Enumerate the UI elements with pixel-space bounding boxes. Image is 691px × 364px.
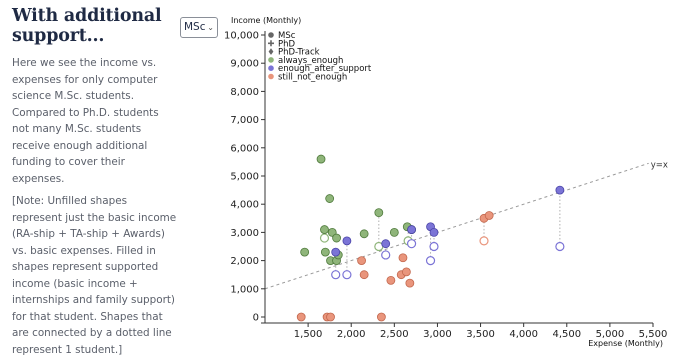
x-tick-label: 3,500 [466, 329, 495, 340]
y-tick-label: 1,000 [230, 284, 259, 295]
data-point-still_not_enough [357, 256, 366, 266]
legend-color-swatch [268, 65, 274, 71]
data-point-still_not_enough [405, 278, 415, 288]
data-point-basic-enough_after_support [425, 256, 436, 266]
x-axis-title: Expense (Monthly) [588, 339, 663, 348]
y-tick-label: 8,000 [230, 87, 259, 98]
y-tick-label: 10,000 [224, 31, 259, 42]
data-point-enough_after_support [407, 225, 416, 234]
data-point-enough_after_support [342, 236, 352, 246]
description-panel: With additional support... Here we see t… [12, 6, 178, 364]
y-tick-label: 6,000 [230, 143, 259, 154]
data-point-basic-always_enough [319, 233, 330, 243]
legend-plus-icon [268, 40, 274, 47]
data-point-still_not_enough [359, 270, 369, 280]
x-tick-label: 4,000 [509, 329, 538, 340]
data-point-always_enough [320, 225, 329, 234]
scatter-chart: y=x 0 1,000 2,000 3,000 4,000 5,000 6,000 7,000 8… [224, 16, 668, 348]
legend-label: still_not_enough [278, 73, 347, 83]
data-point-always_enough [374, 208, 384, 218]
x-tick-label: 2,500 [380, 329, 409, 340]
legend-label: PhD-Track [278, 48, 320, 58]
data-point-always_enough [332, 233, 341, 243]
y-tick-label: 4,000 [230, 200, 259, 211]
data-point-still_not_enough [326, 312, 335, 322]
x-tick-label: 5,500 [639, 329, 668, 340]
data-point-basic-enough_after_support [331, 270, 341, 280]
legend-label: PhD [278, 39, 296, 49]
y-tick-label: 7,000 [230, 115, 259, 126]
data-point-enough_after_support [381, 239, 391, 249]
data-point-always_enough [320, 247, 330, 257]
data-point-basic-enough_after_support [555, 241, 565, 252]
legend-label: enough_after_support [278, 64, 372, 74]
note-paragraph: [Note: Unfilled shapes represent just th… [12, 195, 177, 356]
data-point-enough_after_support [429, 227, 439, 237]
y-axis-title: Income (Monthly) [231, 16, 301, 25]
legend-color-swatch [268, 73, 274, 80]
y-tick-label: 3,000 [230, 228, 259, 239]
data-point-still_not_enough [296, 312, 306, 322]
x-tick-label: 1,500 [294, 329, 323, 340]
data-point-basic-enough_after_support [342, 270, 352, 280]
x-tick-label: 3,000 [423, 329, 452, 340]
y-tick-label: 0 [253, 313, 259, 324]
data-point-enough_after_support [555, 185, 565, 195]
data-point-still_not_enough [386, 275, 396, 285]
chevron-down-icon: ⌄ [207, 23, 214, 32]
data-point-basic-still_not_enough [479, 236, 489, 246]
description-paragraph: Here we see the income vs. expenses for … [12, 57, 159, 185]
degree-select-value: MSc [184, 21, 206, 33]
legend-color-swatch [268, 57, 274, 63]
data-point-basic-enough_after_support [406, 239, 417, 249]
data-point-still_not_enough [402, 267, 411, 277]
x-tick-label: 4,500 [552, 329, 581, 340]
y-tick-label: 5,000 [230, 172, 259, 183]
legend-circle-icon [268, 32, 274, 38]
data-point-basic-enough_after_support [381, 250, 391, 260]
degree-select[interactable]: MSc ⌄ [180, 17, 218, 38]
legend-label: always_enough [278, 56, 343, 66]
data-point-enough_after_support [331, 247, 341, 257]
reference-line-y-equals-x [264, 162, 649, 290]
legend-diamond-icon [268, 48, 274, 55]
data-point-still_not_enough [376, 312, 386, 322]
x-tick-label: 2,000 [337, 329, 366, 340]
section-heading: With additional support... [12, 6, 162, 46]
data-point-always_enough [325, 194, 335, 203]
x-tick-label: 5,000 [596, 329, 625, 340]
data-point-still_not_enough [398, 253, 408, 263]
y-tick-label: 9,000 [230, 59, 259, 70]
reference-line-label: y=x [651, 160, 668, 170]
y-tick-label: 2,000 [230, 256, 259, 267]
data-point-basic-enough_after_support [429, 241, 439, 252]
data-point-always_enough [300, 247, 310, 257]
data-point-still_not_enough [484, 211, 494, 220]
data-point-always_enough [316, 154, 326, 164]
data-point-always_enough [359, 229, 369, 239]
data-point-always_enough [389, 227, 399, 237]
legend-label: MSc [278, 31, 296, 41]
